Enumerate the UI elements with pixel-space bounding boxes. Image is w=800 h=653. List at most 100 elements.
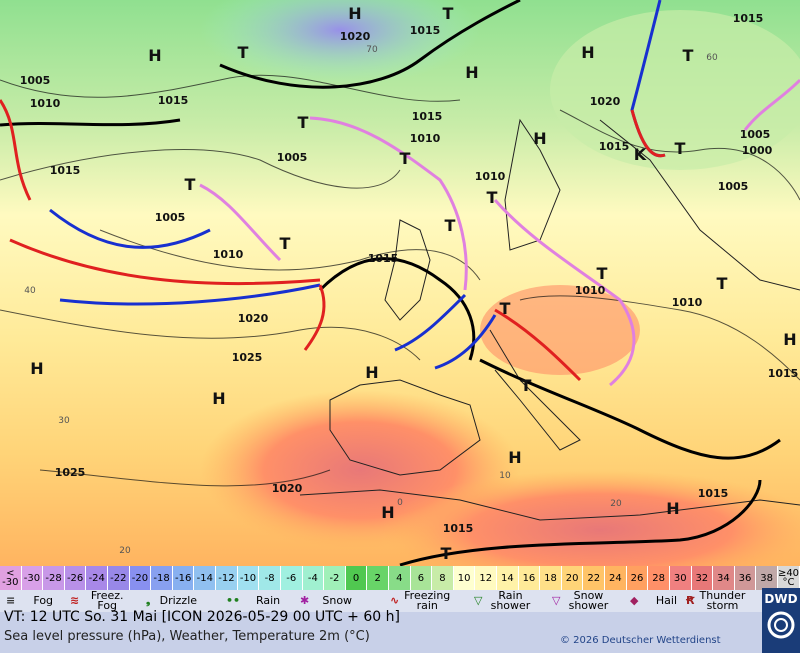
isobar-label: 1015 bbox=[158, 94, 189, 107]
weather-label: Thunder storm bbox=[699, 589, 746, 612]
pressure-center: T bbox=[443, 4, 454, 23]
temperature-step: -30 bbox=[21, 566, 44, 590]
isotherm-label: 20 bbox=[610, 499, 622, 509]
isobar-label: 1005 bbox=[740, 128, 771, 141]
weather-icon: ❟ bbox=[146, 594, 151, 607]
weather-icon: ≡ bbox=[6, 594, 16, 607]
temperature-step: -14 bbox=[194, 566, 217, 590]
temperature-step: 30 bbox=[669, 566, 692, 590]
pressure-center: H bbox=[581, 43, 594, 62]
weather-icon: ▽ bbox=[552, 594, 561, 607]
weather-legend: ≡ Fog ≋ Freez. Fog ❟ Drizzle •• Rain ✱ Snow ∿ Freez… bbox=[0, 590, 800, 612]
isobar-label: 1020 bbox=[590, 95, 621, 108]
pressure-center: H bbox=[365, 363, 378, 382]
pressure-center: T bbox=[683, 46, 694, 65]
pressure-center: K bbox=[634, 145, 647, 164]
temperature-step: 12 bbox=[475, 566, 498, 590]
isobar-label: 1015 bbox=[443, 522, 474, 535]
temperature-step: 26 bbox=[626, 566, 649, 590]
isobar-label: 1010 bbox=[410, 132, 441, 145]
pressure-center: H bbox=[212, 389, 225, 408]
weather-legend-item: Ꞧ Thunder storm bbox=[686, 589, 747, 612]
weather-legend-item: ▽ Snow shower bbox=[552, 590, 613, 611]
isobars bbox=[0, 74, 800, 487]
fronts bbox=[0, 0, 800, 387]
pressure-center: T bbox=[500, 299, 511, 318]
description: Sea level pressure (hPa), Weather, Tempe… bbox=[4, 629, 370, 644]
isobar-label: 1020 bbox=[340, 30, 371, 43]
weather-legend-item: ✱ Snow bbox=[300, 591, 362, 611]
temperature-step: 2 bbox=[367, 566, 389, 590]
isobar-label: 1015 bbox=[50, 164, 81, 177]
isotherm-label: 0 bbox=[397, 498, 403, 508]
pressure-center: T bbox=[185, 175, 196, 194]
weather-legend-item: •• Rain bbox=[226, 591, 293, 611]
temperature-step: 8 bbox=[432, 566, 454, 590]
weather-icon: ▽ bbox=[474, 594, 483, 607]
pressure-center: T bbox=[445, 216, 456, 235]
temperature-step: -18 bbox=[151, 566, 173, 590]
temperature-step: -6 bbox=[280, 566, 303, 590]
isotherm-label: 10 bbox=[499, 471, 511, 481]
temperature-step: ≥40 °C bbox=[777, 566, 800, 590]
weather-icon: •• bbox=[226, 594, 241, 607]
isobar-label: 1010 bbox=[30, 97, 61, 110]
warm-area bbox=[480, 285, 640, 375]
isobar-label: 1015 bbox=[698, 487, 729, 500]
pressure-center: T bbox=[400, 149, 411, 168]
weather-legend-item: ◆ Hail bbox=[630, 591, 691, 611]
temperature-step: 14 bbox=[497, 566, 519, 590]
weather-icon: ◆ bbox=[630, 594, 639, 607]
temperature-step: 18 bbox=[540, 566, 562, 590]
pressure-center: T bbox=[717, 274, 728, 293]
isobar-label: 1020 bbox=[272, 482, 303, 495]
isotherm-label: 20 bbox=[119, 546, 131, 556]
weather-icon: ≋ bbox=[70, 594, 80, 607]
temperature-step: -22 bbox=[108, 566, 130, 590]
pressure-center: T bbox=[597, 264, 608, 283]
weather-label: Rain bbox=[255, 594, 281, 607]
weather-label: Snow bbox=[322, 594, 353, 607]
pressure-center: T bbox=[280, 234, 291, 253]
temperature-step: 0 bbox=[345, 566, 368, 590]
isobar-label: 1025 bbox=[55, 466, 86, 479]
temperature-step: 20 bbox=[561, 566, 584, 590]
pressure-center: T bbox=[238, 43, 249, 62]
weather-legend-item: ▽ Rain shower bbox=[474, 589, 535, 612]
isobar-label: 1005 bbox=[20, 74, 51, 87]
isobar-label: 1010 bbox=[672, 296, 703, 309]
pressure-center: H bbox=[533, 129, 546, 148]
temperature-step: -4 bbox=[302, 566, 325, 590]
isobar-label: 1005 bbox=[718, 180, 749, 193]
weather-legend-item: ≋ Freez. Fog bbox=[70, 590, 132, 611]
isotherm-label: 40 bbox=[24, 286, 36, 296]
pressure-center: H bbox=[381, 503, 394, 522]
temperature-step: -2 bbox=[324, 566, 346, 590]
weather-icon: ✱ bbox=[300, 594, 310, 607]
logo: DWD bbox=[762, 588, 800, 653]
isobar-label: 1005 bbox=[155, 211, 186, 224]
temperature-step: -10 bbox=[237, 566, 260, 590]
weather-legend-item: ❟ Drizzle bbox=[146, 591, 203, 611]
temperature-step: < -30 bbox=[0, 566, 22, 590]
temperature-step: -24 bbox=[86, 566, 109, 590]
temperature-step: -8 bbox=[259, 566, 281, 590]
isobar-label: 1015 bbox=[599, 140, 630, 153]
weather-label: Hail bbox=[655, 594, 678, 607]
weather-legend-item: ≡ Fog bbox=[6, 591, 68, 611]
valid-time: VT: 12 UTC So. 31 Mai [ICON 2026-05-29 0… bbox=[4, 609, 400, 625]
temperature-scale: < -30 -30 -28 -26 -24 -22 -20 -18 -16 -14 -12 -10 -8… bbox=[0, 566, 800, 590]
cold-area bbox=[200, 0, 480, 85]
isobar-label: 1005 bbox=[277, 151, 308, 164]
temperature-step: -26 bbox=[64, 566, 87, 590]
pressure-center: T bbox=[298, 113, 309, 132]
temperature-step: -28 bbox=[43, 566, 65, 590]
isobar-label: 1015 bbox=[410, 24, 441, 37]
isotherm-label: 70 bbox=[366, 45, 378, 55]
weather-label: Rain shower bbox=[490, 589, 531, 612]
weather-legend-item: ∿ Freezing rain bbox=[390, 590, 452, 611]
temperature-step: -16 bbox=[172, 566, 195, 590]
pressure-center: H bbox=[465, 63, 478, 82]
isobar-label: 1015 bbox=[412, 110, 443, 123]
